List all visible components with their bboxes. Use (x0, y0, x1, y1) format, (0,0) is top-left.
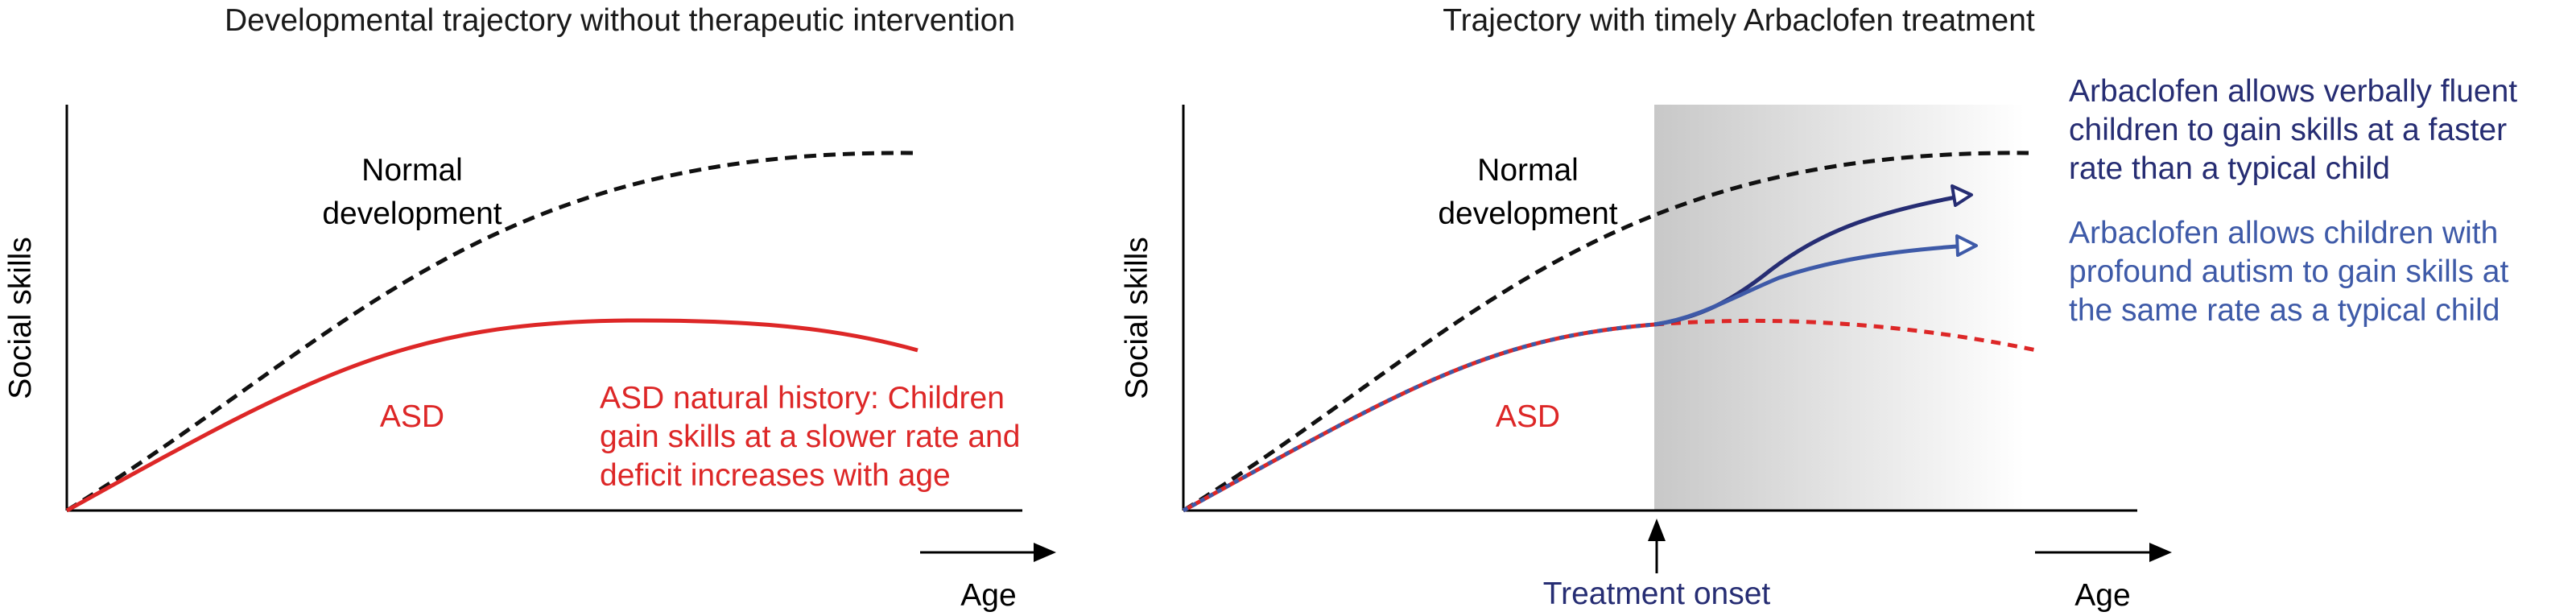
left-normal-label-line1: Normal (361, 153, 463, 188)
asd-note-line1: ASD natural history: Children (600, 381, 1005, 415)
fluent-note-line1: Arbaclofen allows verbally fluent (2069, 74, 2517, 109)
profound-arrowhead (1955, 234, 1978, 257)
profound-trajectory-curve (1653, 243, 1969, 327)
fluent-note-line3: rate than a typical child (2069, 151, 2390, 186)
profound-note: Arbaclofen allows children with profound… (2069, 216, 2508, 328)
left-y-axis-label: Social skills (3, 237, 38, 399)
left-asd-curve (65, 318, 919, 513)
asd-note-line3: deficit increases with age (600, 458, 951, 493)
left-normal-label-line2: development (322, 196, 502, 231)
right-y-axis-label: Social skills (1120, 237, 1154, 399)
left-panel: Developmental trajectory without therape… (3, 3, 1056, 613)
left-panel-title: Developmental trajectory without therape… (225, 3, 1015, 38)
profound-note-line3: the same rate as a typical child (2069, 293, 2500, 328)
asd-note-line2: gain skills at a slower rate and (600, 420, 1020, 454)
treatment-onset-arrow (1648, 519, 1666, 573)
right-asd-label: ASD (1496, 399, 1560, 434)
right-normal-label-line2: development (1438, 196, 1617, 231)
right-normal-development-curve (1182, 151, 2029, 513)
fluent-arrowhead (1951, 184, 1973, 207)
left-normal-development-curve (65, 151, 914, 513)
left-asd-label: ASD (380, 399, 444, 434)
left-asd-note: ASD natural history: Children gain skill… (600, 381, 1020, 493)
profound-note-line1: Arbaclofen allows children with (2069, 216, 2498, 250)
left-x-axis-label: Age (960, 578, 1016, 613)
right-asd-pretreatment-curve (1182, 322, 1655, 513)
fluent-note: Arbaclofen allows verbally fluent childr… (2069, 74, 2517, 186)
right-age-arrow (2035, 543, 2172, 562)
left-age-arrow (920, 543, 1056, 562)
right-normal-label-line1: Normal (1477, 153, 1579, 188)
right-panel-title: Trajectory with timely Arbaclofen treatm… (1443, 3, 2035, 38)
right-panel: Trajectory with timely Arbaclofen treatm… (1120, 3, 2517, 613)
right-x-axis-label: Age (2074, 578, 2130, 613)
right-asd-pretreatment-overlay (1182, 322, 1655, 513)
fluent-note-line2: children to gain skills at a faster (2069, 113, 2507, 147)
treatment-onset-label: Treatment onset (1543, 577, 1771, 611)
right-asd-untreated-curve (1653, 318, 2037, 353)
profound-note-line2: profound autism to gain skills at (2069, 254, 2508, 289)
